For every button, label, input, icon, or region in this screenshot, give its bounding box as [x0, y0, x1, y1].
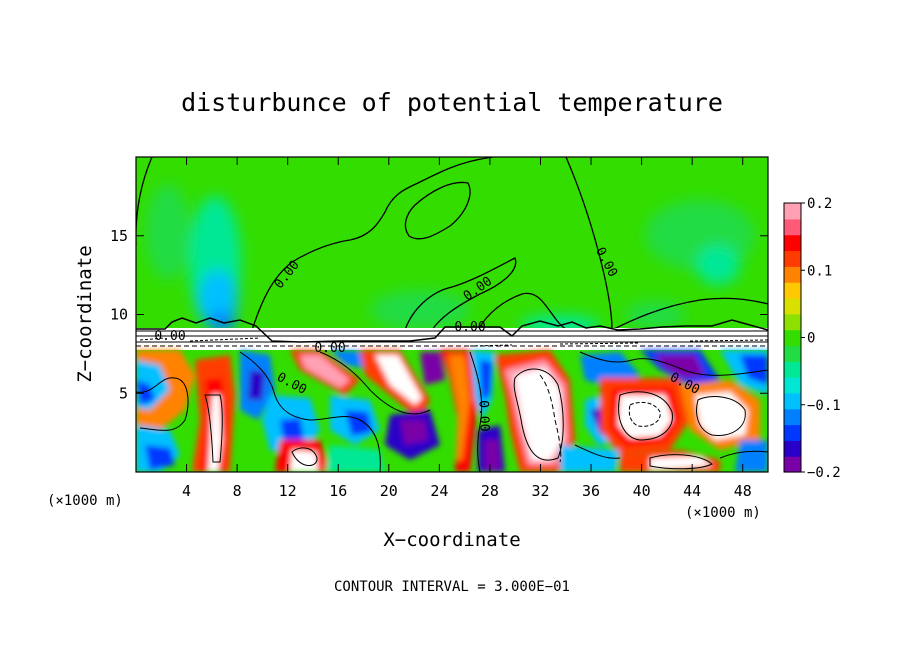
lower-layer-field: [136, 350, 768, 472]
x-tick-label: 28: [481, 482, 499, 500]
x-axis-label: X−coordinate: [383, 529, 520, 551]
colorbar-tick-label: 0.2: [807, 196, 832, 212]
colorbar-swatch: [784, 345, 801, 362]
colorbar-swatch: [784, 392, 801, 410]
contour-label: 0.00: [475, 400, 491, 432]
upper-field-features: [146, 184, 755, 335]
x-axis: 4 8 12 16 20 24 28 32 36 40 44 48: [182, 157, 752, 500]
x-tick-label: 44: [683, 482, 701, 500]
colorbar-swatch: [784, 250, 801, 267]
x-unit-right: (×1000 m): [685, 505, 761, 521]
y-tick-label: 5: [119, 384, 128, 402]
x-tick-label: 32: [531, 482, 549, 500]
colorbar-swatch: [784, 456, 801, 473]
lower-contours: [136, 351, 768, 472]
contour-label: 0.00: [314, 341, 345, 356]
colorbar-swatch: [784, 408, 801, 426]
x-tick-label: 16: [329, 482, 347, 500]
x-tick-label: 12: [279, 482, 297, 500]
x-tick-label: 48: [734, 482, 752, 500]
x-unit-left: (×1000 m): [47, 493, 123, 509]
colorbar-swatch: [784, 203, 801, 220]
contour-label: 0.00: [454, 320, 485, 335]
x-tick-label: 40: [633, 482, 651, 500]
colorbar-tick-label: −0.1: [807, 398, 841, 414]
colorbar-tick-label: 0.1: [807, 263, 832, 279]
plot-area: [136, 157, 768, 472]
contour-label: 0.00: [154, 329, 185, 344]
x-tick-label: 4: [182, 482, 191, 500]
colorbar-swatch: [784, 297, 801, 315]
chart-title: disturbunce of potential temperature: [181, 88, 723, 117]
x-tick-label: 20: [380, 482, 398, 500]
colorbar-swatch: [784, 361, 801, 378]
x-tick-label: 8: [233, 482, 242, 500]
x-tick-label: 36: [582, 482, 600, 500]
colorbar-swatch: [784, 218, 801, 236]
colorbar-swatch: [784, 266, 801, 283]
colorbar-tick-label: −0.2: [807, 465, 841, 481]
x-tick-label: 24: [430, 482, 448, 500]
colorbar-tick-label: 0: [807, 331, 815, 347]
y-axis: 5 10 15: [110, 227, 768, 402]
y-tick-label: 15: [110, 227, 128, 245]
colorbar-swatch: [784, 424, 801, 441]
y-axis-label: Z−coordinate: [74, 245, 96, 382]
colorbar-swatch: [784, 329, 801, 347]
boundary-layer: [136, 317, 768, 350]
colorbar-swatch: [784, 377, 801, 394]
colorbar: 0.2 0.1 0 −0.1 −0.2: [783, 196, 841, 481]
colorbar-swatch: [784, 234, 801, 252]
colorbar-swatch: [784, 440, 801, 457]
upper-contours: [136, 157, 768, 331]
colorbar-swatch: [784, 282, 801, 299]
y-tick-label: 10: [110, 306, 128, 324]
colorbar-swatch: [784, 313, 801, 331]
contour-interval-note: CONTOUR INTERVAL = 3.000E−01: [334, 579, 570, 595]
